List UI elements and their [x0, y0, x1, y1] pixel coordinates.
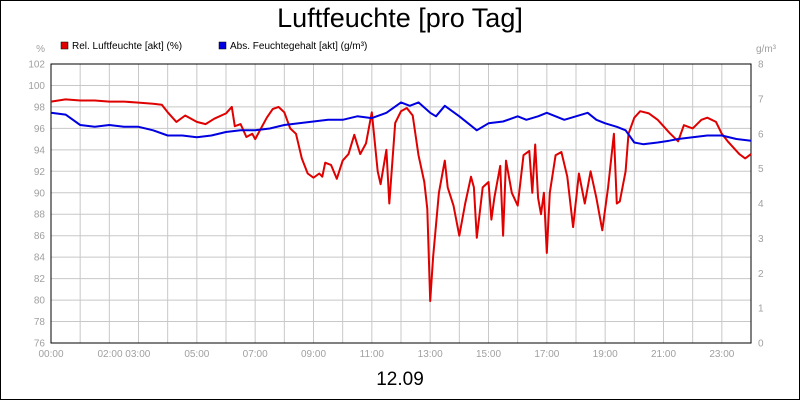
x-tick-label: 23:00: [709, 349, 734, 360]
y-right-tick-label: 1: [758, 304, 764, 315]
x-tick-label: 07:00: [243, 349, 268, 360]
y-left-tick-label: 92: [34, 167, 46, 178]
y-left-tick-label: 100: [28, 81, 45, 92]
y-left-tick-label: 94: [34, 145, 46, 156]
y-left-tick-label: 82: [34, 274, 46, 285]
x-tick-label: 11:00: [360, 349, 385, 360]
y-left-tick-label: 78: [34, 317, 46, 328]
date-label: 12.09: [376, 369, 424, 390]
y-right-tick-label: 7: [758, 94, 764, 105]
y-right-unit: g/m³: [756, 44, 777, 55]
y-left-unit: %: [36, 44, 45, 55]
x-tick-label: 17:00: [534, 349, 559, 360]
y-right-tick-label: 4: [758, 199, 764, 210]
x-tick-label: 21:00: [651, 349, 676, 360]
y-left-tick-label: 102: [28, 60, 45, 71]
y-right-tick-label: 6: [758, 129, 764, 140]
series-line-rel-humidity: [50, 98, 752, 303]
series-line-abs-humidity: [50, 101, 752, 146]
y-left-tick-label: 80: [34, 296, 46, 307]
y-right-tick-label: 5: [758, 164, 764, 175]
x-tick-label: 05:00: [184, 349, 209, 360]
x-tick-label: 13:00: [418, 349, 443, 360]
y-right-tick-label: 0: [758, 339, 764, 350]
y-left-tick-label: 88: [34, 210, 46, 221]
y-left-tick-label: 96: [34, 124, 46, 135]
x-tick-label: 19:00: [593, 349, 618, 360]
plot-area: [50, 63, 752, 344]
y-left-tick-label: 98: [34, 102, 46, 113]
y-right-tick-label: 2: [758, 269, 764, 280]
x-tick-label: 00:00: [38, 349, 63, 360]
y-left-tick-label: 90: [34, 188, 46, 199]
x-tick-label: 09:00: [301, 349, 326, 360]
legend-swatch: [218, 41, 227, 50]
y-right-tick-label: 8: [758, 60, 764, 71]
legend-swatch: [60, 41, 69, 50]
x-tick-label: 15:00: [476, 349, 501, 360]
y-left-tick-label: 76: [34, 339, 46, 350]
y-left-tick-label: 86: [34, 231, 46, 242]
legend-label: Rel. Luftfeuchte [akt] (%): [72, 41, 182, 52]
legend-label: Abs. Feuchtegehalt [akt] (g/m³): [230, 41, 367, 52]
y-right-tick-label: 3: [758, 234, 764, 245]
x-tick-label: 02:00 03:00: [98, 349, 151, 360]
chart-title: Luftfeuchte [pro Tag]: [277, 3, 523, 33]
y-left-tick-label: 84: [34, 253, 46, 264]
